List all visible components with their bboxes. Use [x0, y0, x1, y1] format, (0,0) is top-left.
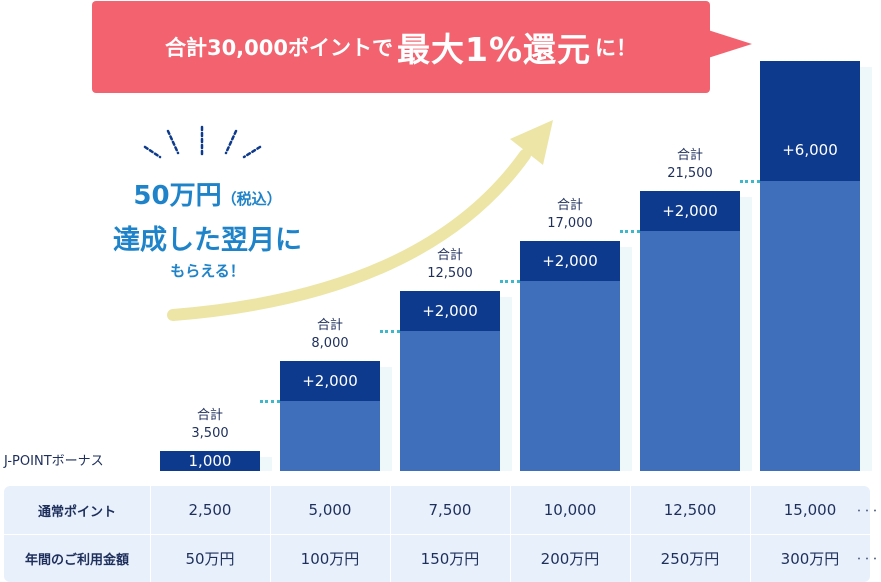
bar-base-segment [400, 331, 500, 471]
bar-shadow [380, 367, 392, 471]
table-divider [270, 486, 271, 582]
more-ellipsis: ･･･ [856, 552, 881, 566]
table-cell: 200万円 [540, 549, 600, 568]
sparkle-icon [143, 125, 262, 159]
connector-dots [740, 180, 760, 183]
connector-dots [620, 230, 640, 233]
total-value: 17,000 [547, 216, 593, 231]
table-cell: 2,500 [188, 501, 232, 519]
bar-shadow [260, 457, 272, 471]
total-caption: 合計 [196, 408, 223, 423]
bar-base-segment [520, 281, 620, 471]
bar-total-label: 合計 3,500 [160, 407, 260, 443]
bar-total-label: 合計 17,000 [520, 197, 620, 233]
message-tax-note: （税込） [221, 190, 282, 208]
table-divider [390, 486, 391, 582]
table-cell: 300万円 [780, 549, 840, 568]
bar-bonus-segment: +2,000 [280, 361, 380, 401]
banner-text: 合計30,000ポイントで 最大1%還元 に！ [92, 1, 710, 93]
total-value: 21,500 [667, 166, 713, 181]
total-caption: 合計 [436, 248, 463, 263]
total-caption: 合計 [316, 318, 343, 333]
bar-shadow [740, 197, 752, 471]
bar-base-segment [760, 181, 860, 471]
table-divider [150, 486, 151, 582]
bar-bonus-segment: 1,000 [160, 451, 260, 471]
bar-bonus-segment: +2,000 [520, 241, 620, 281]
table-cell: 50万円 [185, 549, 235, 568]
total-caption: 合計 [676, 148, 703, 163]
banner [92, 1, 710, 93]
table-divider [510, 486, 511, 582]
table-divider [750, 486, 751, 582]
table-row-label: 年間のご利用金額 [24, 552, 129, 568]
jpoint-bonus-label: J-POINTボーナス [4, 454, 104, 469]
bar-bonus-segment: +2,000 [640, 191, 740, 231]
connector-dots [380, 330, 400, 333]
table-cell: 250万円 [660, 549, 720, 568]
message-line3: もらえる！ [170, 262, 245, 280]
message-line2: 達成した翌月に [113, 225, 302, 256]
bar-shadow [860, 67, 872, 471]
table-cell: 15,000 [783, 501, 837, 519]
total-value: 12,500 [427, 266, 473, 281]
bar-base-segment [640, 231, 740, 471]
bar-bonus-segment: +2,000 [400, 291, 500, 331]
bar-total-label: 合計 12,500 [400, 247, 500, 283]
bar-shadow [620, 247, 632, 471]
table-cell: 10,000 [543, 501, 597, 519]
total-caption: 合計 [556, 198, 583, 213]
total-value: 3,500 [191, 426, 229, 441]
message-line1: 50万円（税込） [100, 175, 315, 212]
message-amount: 50万円 [133, 181, 222, 211]
bar-shadow [500, 297, 512, 471]
table-cell: 5,000 [308, 501, 352, 519]
table-cell: 12,500 [663, 501, 717, 519]
banner-suffix: に！ [595, 36, 638, 60]
banner-prefix: 合計30,000ポイントで [164, 36, 393, 60]
table-cell: 100万円 [300, 549, 360, 568]
table-divider [4, 534, 870, 535]
table-cell: 7,500 [428, 501, 472, 519]
table-divider [630, 486, 631, 582]
banner-highlight: 最大1%還元 [397, 30, 592, 69]
table-cell: 150万円 [420, 549, 480, 568]
bar-bonus-segment: +6,000 [760, 61, 860, 181]
connector-dots [260, 400, 280, 403]
bar-total-label: 合計 21,500 [640, 147, 740, 183]
banner-tail [708, 30, 752, 58]
bar-base-segment [280, 401, 380, 471]
more-ellipsis: ･･･ [856, 504, 881, 518]
total-value: 8,000 [311, 336, 349, 351]
connector-dots [500, 280, 520, 283]
bar-total-label: 合計 8,000 [280, 317, 380, 353]
growth-arrow-icon [167, 120, 553, 321]
table-row-label: 通常ポイント [37, 504, 116, 520]
